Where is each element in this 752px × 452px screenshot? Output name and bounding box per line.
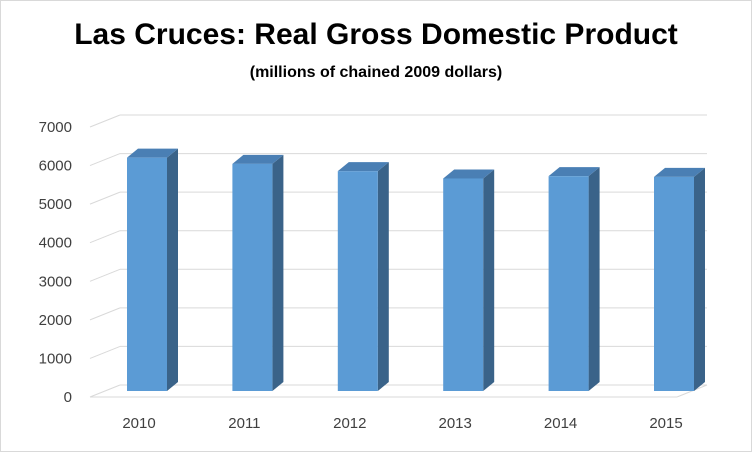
- bar-front-2012: [337, 171, 378, 391]
- x-tick-label: 2013: [439, 415, 472, 432]
- bar-top-2014: [548, 167, 600, 177]
- x-tick-label: 2010: [122, 415, 155, 432]
- bars: [127, 148, 705, 391]
- y-tick-label: 1000: [39, 350, 72, 367]
- x-tick-label: 2014: [544, 415, 577, 432]
- gridline-side-2000: [89, 307, 121, 321]
- bar-front-2014: [548, 176, 589, 391]
- bar-front-2015: [654, 176, 694, 391]
- bar-top-2010: [127, 148, 178, 158]
- gridline-side-7000: [89, 114, 121, 128]
- x-axis-tick-labels: 2010 2011 2012 2013 2014 2015: [122, 415, 682, 432]
- y-tick-label: 2000: [39, 312, 72, 329]
- bar-2010: [127, 148, 178, 391]
- bar-front-2011: [232, 163, 273, 391]
- bar-top-2012: [337, 162, 389, 172]
- bar-2015: [654, 167, 705, 391]
- y-tick-label: 0: [64, 389, 72, 406]
- gridline-side-0: [89, 384, 121, 398]
- gridline-side-4000: [89, 230, 121, 244]
- bar-front-2013: [443, 178, 484, 391]
- y-tick-label: 4000: [39, 235, 72, 252]
- y-tick-label: 3000: [39, 273, 72, 290]
- bar-side-2013: [483, 169, 495, 391]
- bar-2014: [548, 167, 600, 391]
- bar-front-2010: [127, 157, 167, 391]
- gridlines: [89, 114, 708, 398]
- bar-side-2011: [272, 154, 284, 391]
- y-tick-label: 7000: [39, 119, 72, 136]
- gridline-side-1000: [89, 345, 121, 359]
- gridline-side-5000: [89, 191, 121, 205]
- gridline-side-3000: [89, 268, 121, 282]
- bar-top-2015: [654, 167, 705, 177]
- bar-2011: [232, 154, 284, 391]
- bar-top-2011: [232, 154, 284, 164]
- bar-side-2010: [167, 148, 178, 391]
- x-tick-label: 2011: [228, 415, 260, 432]
- bar-side-2012: [377, 162, 389, 391]
- bar-side-2014: [588, 167, 600, 391]
- chart-title: Las Cruces: Real Gross Domestic Product: [74, 18, 678, 51]
- y-axis-tick-labels: 0 1000 2000 3000 4000 5000 6000 7000: [39, 119, 72, 406]
- bar-top-2013: [443, 169, 495, 179]
- gridline-side-6000: [89, 153, 121, 167]
- y-tick-label: 5000: [39, 196, 72, 213]
- x-tick-label: 2015: [649, 415, 682, 432]
- y-tick-label: 6000: [39, 158, 72, 175]
- bar-2012: [337, 162, 389, 391]
- bar-2013: [443, 169, 495, 391]
- chart-subtitle: (millions of chained 2009 dollars): [249, 64, 503, 81]
- bar-side-2015: [694, 167, 705, 391]
- x-tick-label: 2012: [333, 415, 366, 432]
